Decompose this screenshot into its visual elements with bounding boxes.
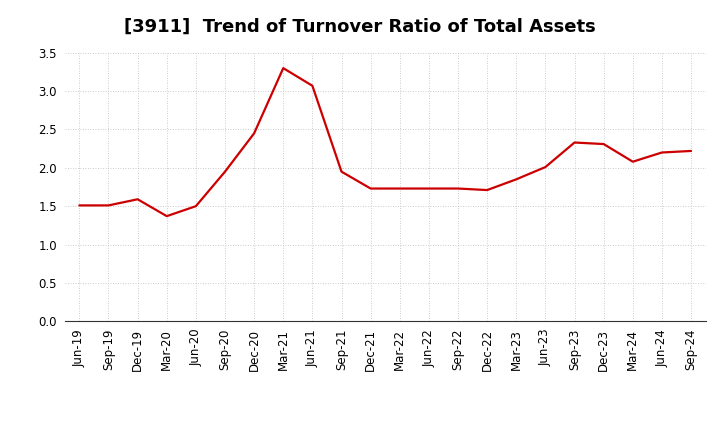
Text: [3911]  Trend of Turnover Ratio of Total Assets: [3911] Trend of Turnover Ratio of Total … bbox=[124, 18, 596, 36]
